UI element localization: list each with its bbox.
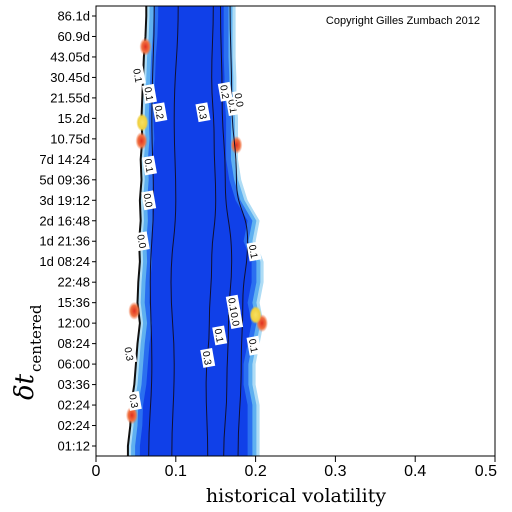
y-tick-label: 08:24 [57, 336, 90, 351]
contour-label-bg [134, 231, 150, 252]
contour-label-6: 0.0 [232, 90, 248, 110]
x-axis-label: historical volatility [206, 485, 386, 507]
contour-label-text: 0.1 [141, 86, 154, 102]
y-tick-label: 1d 21:36 [39, 234, 90, 249]
y-tick-label: 15.2d [57, 111, 90, 126]
contour-label-4: 0.2 [217, 81, 233, 102]
contour-label-text: 0.1 [246, 244, 259, 260]
y-tick-label: 2d 16:48 [39, 213, 90, 228]
contour-label-13: 0.3 [200, 348, 216, 368]
contour-label-17: 0.3 [126, 391, 142, 411]
contour-label-text: 0.3 [195, 105, 208, 121]
contour-label-9: 0.0 [134, 231, 150, 252]
y-tick-label: 22:48 [57, 275, 90, 290]
copyright-text: Copyright Gilles Zumbach 2012 [326, 15, 480, 27]
x-tick-label: 0.4 [404, 463, 426, 480]
y-tick-label: 15:36 [57, 295, 90, 310]
contour-label-text: 0.1 [225, 297, 238, 313]
contour-label-text: 0.1 [130, 68, 143, 84]
contour-label-10: 0.1 [246, 241, 262, 262]
x-axis-ticks: 0 0.1 0.2 0.3 0.4 0.5 [92, 456, 497, 480]
contour-label-11: 0.1 [225, 294, 241, 315]
contour-label-bg [141, 83, 157, 104]
heat-layer [125, 6, 268, 456]
y-tick-label: 43.05d [50, 49, 90, 64]
plot-frame [95, 5, 496, 457]
contour-label-14: 0.1 [212, 325, 228, 346]
contour-label-text: 0.0 [232, 92, 245, 108]
contour-label-text: 0.0 [228, 312, 241, 328]
hotspot-1 [136, 113, 149, 132]
contour-label-3: 0.3 [195, 102, 211, 123]
hotspot-4 [125, 406, 138, 425]
contour-label-bg [217, 81, 233, 102]
contour-label-layer: 0.10.10.2 0.30.20.10.00.10.00.00.10.10.00… [121, 65, 262, 411]
contour-label-bg [130, 65, 146, 86]
hotspot-0 [139, 37, 152, 56]
contour-label-bg [232, 90, 248, 110]
contour-label-bg [225, 294, 241, 315]
contour-label-text: 0.1 [212, 328, 225, 344]
contour-label-1: 0.1 [141, 83, 157, 104]
y-tick-label: 10.75d [50, 131, 90, 146]
contour-label-text: 0.0 [141, 193, 154, 209]
y-tick-label: 02:24 [57, 398, 90, 413]
contour-label-bg [195, 102, 211, 123]
x-tick-label: 0.3 [324, 463, 346, 480]
hotspot-7 [249, 305, 262, 324]
contour-label-text: 0.1 [246, 338, 259, 354]
y-tick-label: 01:12 [57, 439, 90, 454]
y-axis-label-main: δt [10, 373, 40, 400]
y-tick-label: 5d 09:36 [39, 172, 90, 187]
contour-label-text: 0.3 [200, 350, 213, 366]
y-tick-label: 03:36 [57, 377, 90, 392]
contour-label-bg [200, 348, 216, 368]
contour-label-bg [141, 155, 157, 176]
contour-label-bg [246, 335, 262, 356]
contour-label-8: 0.0 [141, 190, 157, 211]
contour-label-16: 0.3 [121, 343, 137, 364]
y-axis-ticks: 01:12 02:24 02:24 03:36 06:00 08:24 12:00 15:36… [39, 9, 96, 454]
contour-label-12: 0.0 [228, 309, 244, 329]
contour-label-7: 0.1 [141, 155, 157, 176]
contour-label-bg [122, 343, 137, 364]
contour-label-2: 0.2 [152, 102, 168, 123]
contour-line-0 [205, 6, 217, 456]
y-tick-label: 12:00 [57, 316, 90, 331]
x-tick-label: 0.2 [244, 463, 266, 480]
y-tick-label: 02:24 [57, 418, 90, 433]
hotspot-3 [128, 301, 141, 320]
y-tick-label: 7d 14:24 [39, 152, 90, 167]
contour-label-text: 0.1 [141, 158, 154, 174]
contour-label-bg [246, 241, 262, 262]
y-tick-label: 86.1d [57, 9, 90, 24]
contour-label-bg [141, 190, 157, 211]
y-axis-label: δt centered [10, 304, 45, 400]
y-axis-label-sub: centered [27, 304, 45, 372]
contour-label-0: 0.1 [130, 65, 146, 86]
contour-label-bg [152, 102, 168, 123]
hotspot-2 [135, 131, 148, 150]
x-tick-label: 0.1 [165, 463, 187, 480]
contour-label-bg [212, 325, 228, 346]
y-tick-label: 3d 19:12 [39, 193, 90, 208]
contour-label-15: 0.1 [246, 335, 262, 356]
x-tick-label: 0 [92, 463, 101, 480]
contour-label-text: 0.2 [217, 84, 230, 100]
contour-label-text: 0.3 [126, 393, 139, 409]
contour-label-bg [228, 309, 244, 329]
y-tick-label: 60.9d [57, 29, 90, 44]
y-tick-label: 30.45d [50, 70, 90, 85]
y-tick-label: 1d 08:24 [39, 254, 90, 269]
y-tick-label: 21.55d [50, 90, 90, 105]
y-tick-label: 06:00 [57, 357, 90, 372]
contour-label-text: 0.0 [134, 234, 147, 250]
contour-line-1 [170, 6, 179, 456]
hotspot-5 [230, 136, 243, 154]
contour-label-text: 0.3 [121, 346, 134, 362]
contour-label-bg [126, 391, 142, 411]
x-tick-label: 0.5 [475, 463, 497, 480]
contour-label-text: 0.2 [152, 105, 165, 121]
